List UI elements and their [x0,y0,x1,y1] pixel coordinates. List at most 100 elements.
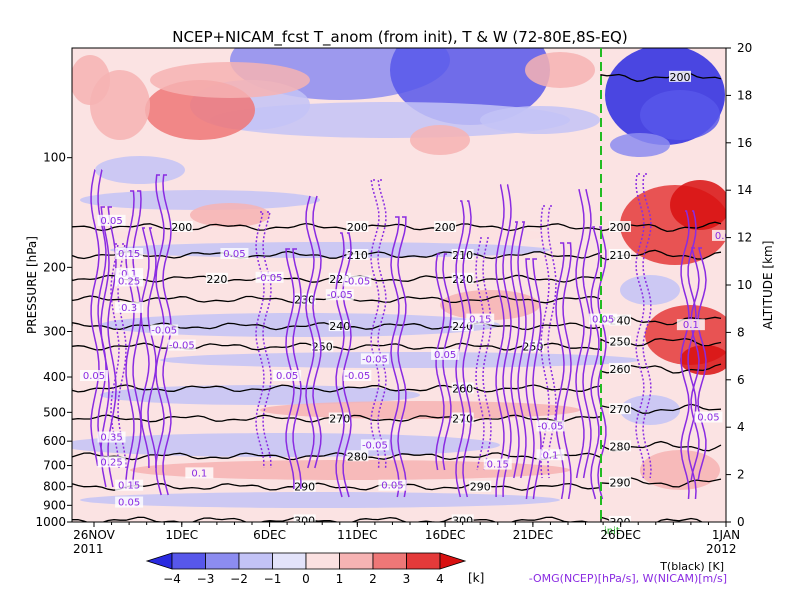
forecast-isotherm-label: 290 [610,477,631,490]
forecast-isotherm-label: 210 [610,249,631,262]
velocity-label: -0.05 [362,440,388,451]
velocity-label: 0.05 [118,498,140,509]
velocity-label-bg [97,456,126,468]
velocity-contour [305,195,315,469]
altitude-tick-label: 6 [737,373,745,387]
x-tick-label: 26DEC [600,528,640,542]
velocity-label: 0.05 [592,315,614,326]
velocity-label: 0.1 [542,450,558,461]
isotherm-label: 220 [206,273,227,286]
velocity-contour [687,210,697,500]
x-tick-label: 6DEC [253,528,286,542]
velocity-label: 0.05 [715,231,737,242]
colorbar-segment [238,552,273,570]
isotherm-label: 260 [452,382,473,395]
velocity-label-bg [536,420,565,432]
velocity-label-bg [115,479,144,491]
anomaly-patch [190,203,270,227]
isotherm-label-bg [609,314,631,326]
velocity-label: 0.15 [118,249,140,260]
isotherm-label-bg [346,221,369,233]
anomaly-patch [95,156,185,184]
colorbar-label: 0 [302,572,310,586]
altitude-tick-label: 8 [737,325,745,339]
colorbar-segment [205,552,240,570]
altitude-tick-label: 4 [737,420,745,434]
velocity-label-bg [185,467,214,479]
anomaly-patch [525,52,595,88]
colorbar-segment [272,552,307,570]
forecast-isotherm-label: 250 [610,336,631,349]
velocity-label-bg [115,268,144,280]
altitude-tick-label: 0 [737,515,745,529]
forecast-isotherm-label: 260 [610,363,631,376]
velocity-label-bg [343,370,372,382]
isotherm-label-bg [451,249,474,261]
altitude-tick-label: 12 [737,231,752,245]
isotherm-label-bg [293,293,316,305]
velocity-label-bg [360,439,389,451]
isotherm-label: 210 [452,249,473,262]
velocity-contour [642,173,652,479]
velocity-label-bg [97,431,126,443]
isotherm-label-bg [609,440,631,452]
velocity-contour [475,237,485,471]
velocity-contour [562,242,572,500]
isotherm-label-bg [451,382,474,394]
isotherm-label: 300 [294,514,315,527]
velocity-contour [342,232,352,498]
velocity-contour [90,169,100,467]
isotherm-label: 200 [347,221,368,234]
x-year-left: 2011 [73,542,104,556]
velocity-contour [147,227,157,468]
velocity-contour [590,226,600,500]
anomaly-patch [440,290,540,320]
forecast-isotherm-label: 300 [610,516,631,529]
velocity-label-bg [80,370,108,382]
velocity-contour [110,243,120,469]
velocity-label: 0.05 [434,350,456,361]
anomaly-patch [72,55,110,105]
velocity-label-bg [255,271,284,283]
velocity-label: -0.05 [344,276,370,287]
velocity-contour [335,232,345,498]
isotherm-label-bg [609,476,631,488]
pressure-tick-label: 300 [43,325,66,339]
velocity-label: 0.1 [121,269,137,280]
colorbar-label: 1 [336,572,344,586]
velocity-contour [255,211,265,469]
anomaly-patch [670,180,726,230]
isotherm-label-bg [451,514,474,522]
anomaly-patch [100,313,500,337]
isotherm-label: 210 [347,249,368,262]
forecast-isotherm-label: 280 [610,440,631,453]
velocity-label-bg [115,496,144,508]
velocity-contour [292,248,302,490]
colorbar-segment [339,552,374,570]
isotherm-label: 200 [171,221,192,234]
isotherm-label: 250 [312,341,333,354]
anomaly-patch [410,125,470,155]
velocity-label-bg [97,214,126,226]
velocity-contour [117,243,127,469]
isotherm-label-bg [469,480,492,492]
chart-title: NCEP+NICAM_fcst T_anom (from init), T & … [172,28,627,47]
velocity-contour [125,190,135,487]
isotherm-label: 290 [470,481,491,494]
velocity-contour [525,258,535,500]
colorbar-label: −1 [264,572,282,586]
velocity-label-bg [431,348,460,360]
velocity-contour [132,190,142,487]
velocity-label: 0.15 [487,460,509,471]
velocity-contour [390,216,400,498]
anomaly-patch [110,242,550,258]
velocity-contour [635,173,645,479]
velocity-contour [262,211,272,469]
velocity-contour [370,179,380,469]
anomaly-patch [620,395,680,425]
isotherm-300 [72,516,600,522]
pressure-tick-label: 100 [43,151,66,165]
anomaly-patch [72,433,500,457]
